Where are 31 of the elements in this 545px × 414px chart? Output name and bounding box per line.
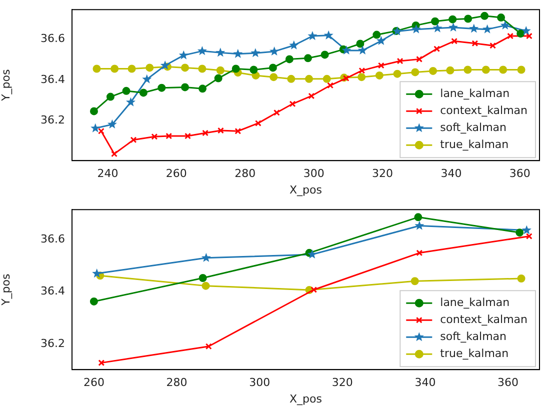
x-axis-title: X_pos <box>290 183 322 196</box>
x-tick-label: 360 <box>509 167 530 180</box>
y-tick-label: 36.4 <box>40 284 65 298</box>
y-tick-label: 36.4 <box>40 72 65 86</box>
y-axis-title: Y_pos <box>0 69 12 102</box>
y-tick-label: 36.2 <box>40 113 65 126</box>
x-tick-label: 320 <box>372 167 394 180</box>
y-tick-label: 36.2 <box>40 336 65 350</box>
x-tick-label: 260 <box>166 167 187 180</box>
y-axis-title: Y_pos <box>0 274 12 306</box>
y-tick-label: 36.6 <box>40 232 65 246</box>
y-tick-label: 36.6 <box>40 32 65 46</box>
x-tick-label: 240 <box>97 167 118 180</box>
x-tick-label: 300 <box>249 376 270 390</box>
legend-label: context_kalman <box>440 312 528 326</box>
x-tick-label: 360 <box>498 376 519 390</box>
x-tick-label: 340 <box>414 376 436 390</box>
x-tick-label: 260 <box>83 376 104 390</box>
legend-label: soft_kalman <box>440 330 507 343</box>
legend-label: context_kalman <box>440 104 528 117</box>
x-tick-label: 340 <box>440 167 462 180</box>
x-tick-label: 320 <box>332 376 353 390</box>
legend-label: lane_kalman <box>440 296 510 309</box>
legend-label: true_kalman <box>440 138 509 151</box>
legend-label: true_kalman <box>440 346 509 360</box>
x-tick-label: 280 <box>166 376 188 390</box>
legend-label: soft_kalman <box>440 120 507 134</box>
legend-label: lane_kalman <box>440 86 510 100</box>
x-tick-label: 300 <box>303 167 324 180</box>
x-tick-label: 280 <box>234 167 256 180</box>
x-axis-title: X_pos <box>290 392 322 406</box>
